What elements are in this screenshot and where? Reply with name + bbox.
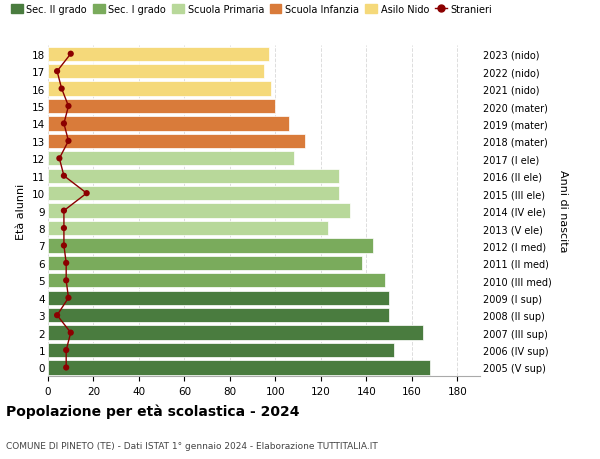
- Bar: [48, 308, 389, 323]
- Point: [61, 347, 71, 354]
- Point: [66, 329, 76, 336]
- Bar: [48, 274, 385, 288]
- Y-axis label: Età alunni: Età alunni: [16, 183, 26, 239]
- Bar: [48, 187, 339, 201]
- Text: COMUNE DI PINETO (TE) - Dati ISTAT 1° gennaio 2024 - Elaborazione TUTTITALIA.IT: COMUNE DI PINETO (TE) - Dati ISTAT 1° ge…: [6, 441, 378, 450]
- Point: [57, 86, 67, 93]
- Bar: [48, 256, 362, 270]
- Point: [59, 173, 69, 180]
- Point: [61, 364, 71, 371]
- Point: [64, 138, 73, 145]
- Point: [64, 294, 73, 302]
- Point: [64, 103, 73, 111]
- Point: [55, 155, 64, 162]
- Bar: [48, 134, 305, 149]
- Bar: [48, 326, 423, 340]
- Text: Popolazione per età scolastica - 2024: Popolazione per età scolastica - 2024: [6, 404, 299, 419]
- Bar: [48, 361, 430, 375]
- Y-axis label: Anni di nascita: Anni di nascita: [558, 170, 568, 252]
- Point: [52, 68, 62, 76]
- Legend: Sec. II grado, Sec. I grado, Scuola Primaria, Scuola Infanzia, Asilo Nido, Stran: Sec. II grado, Sec. I grado, Scuola Prim…: [11, 5, 492, 15]
- Bar: [48, 221, 328, 235]
- Bar: [48, 169, 339, 184]
- Bar: [48, 204, 350, 218]
- Point: [59, 225, 69, 232]
- Bar: [48, 152, 293, 166]
- Bar: [48, 291, 389, 305]
- Point: [82, 190, 91, 197]
- Bar: [48, 65, 264, 79]
- Bar: [48, 100, 275, 114]
- Bar: [48, 239, 373, 253]
- Point: [61, 260, 71, 267]
- Bar: [48, 82, 271, 96]
- Point: [52, 312, 62, 319]
- Bar: [48, 47, 269, 62]
- Bar: [48, 117, 289, 131]
- Point: [59, 242, 69, 250]
- Point: [61, 277, 71, 285]
- Point: [59, 121, 69, 128]
- Bar: [48, 343, 394, 358]
- Point: [66, 51, 76, 58]
- Point: [59, 207, 69, 215]
